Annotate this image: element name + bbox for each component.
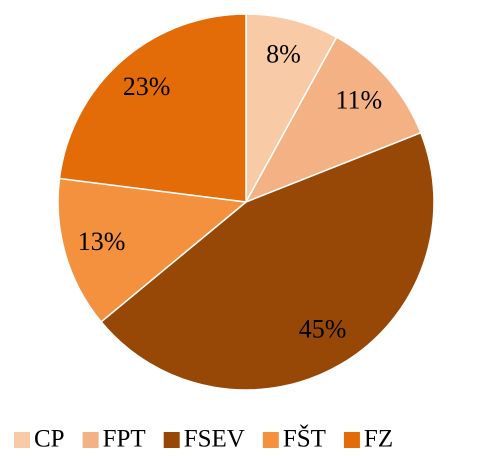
legend-swatch — [163, 432, 180, 448]
legend-label: FPT — [103, 426, 146, 453]
pie-slice — [100, 131, 435, 391]
data-label: 11% — [335, 86, 382, 115]
data-label: 13% — [78, 227, 126, 256]
pie-slice — [57, 177, 248, 323]
data-label: 8% — [266, 39, 301, 68]
legend-label: FZ — [364, 426, 393, 453]
legend-swatch — [82, 432, 99, 448]
legend-label: CP — [34, 426, 65, 453]
legend-label: FSEV — [184, 426, 245, 453]
data-label: 23% — [123, 72, 171, 101]
legend-swatch — [262, 432, 279, 448]
pie-slice — [245, 13, 338, 203]
legend-label: FŠT — [283, 424, 326, 453]
legend-swatch — [343, 432, 360, 448]
data-label: 45% — [299, 314, 347, 343]
pie-slice — [244, 36, 422, 204]
legend-swatch — [14, 432, 30, 448]
pie-slice — [58, 13, 247, 203]
